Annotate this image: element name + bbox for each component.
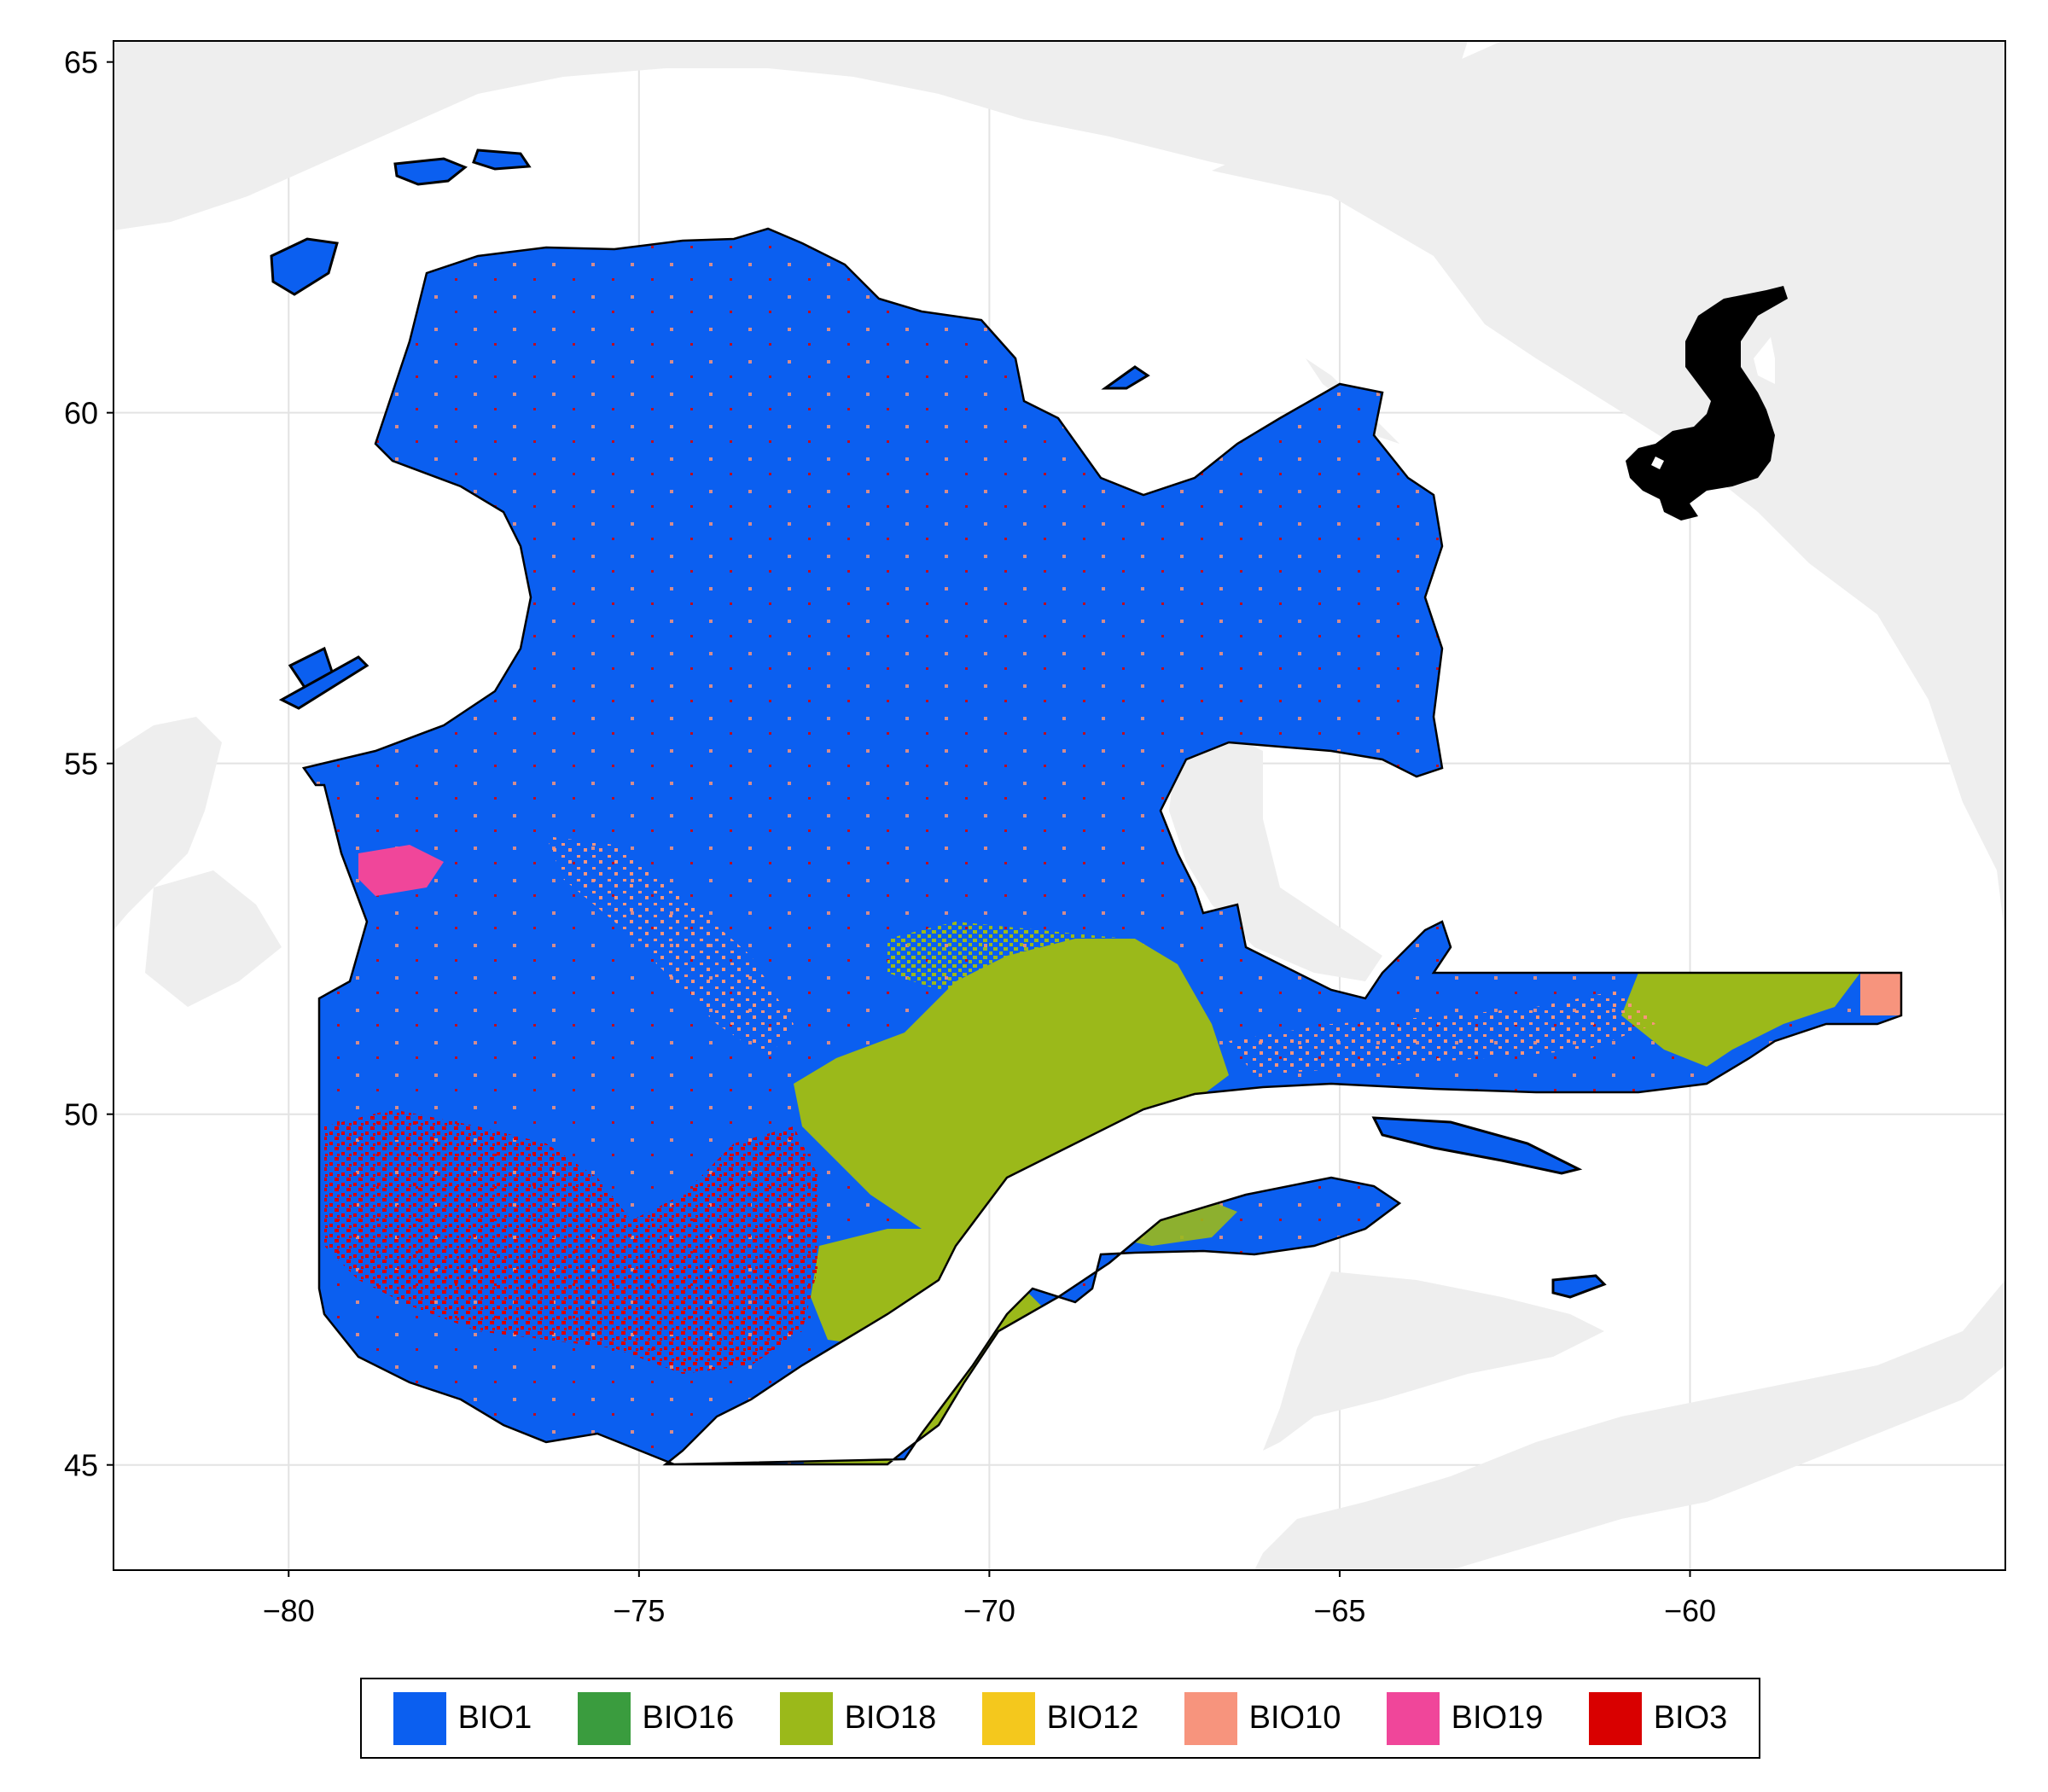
- legend-label-bio1: BIO1: [457, 1700, 532, 1736]
- legend-swatch-bio1: [393, 1691, 446, 1745]
- plot-frame: [113, 40, 2006, 1571]
- legend-swatch-bio3: [1588, 1691, 1642, 1745]
- map-plot: −80 −75 −70 −65 −60 65 60 55 50 45: [64, 40, 2006, 1628]
- x-tick-label: −60: [1664, 1593, 1716, 1628]
- x-tick-label: −75: [613, 1593, 665, 1628]
- legend-swatch-bio16: [577, 1691, 631, 1745]
- legend-label-bio3: BIO3: [1653, 1700, 1728, 1736]
- legend-item-bio16: BIO16: [577, 1691, 735, 1745]
- legend-swatch-bio12: [981, 1691, 1035, 1745]
- y-tick-label: 60: [64, 396, 98, 431]
- y-tick-label: 55: [64, 747, 98, 782]
- legend-item-bio12: BIO12: [981, 1691, 1139, 1745]
- islands: [270, 148, 1607, 1299]
- y-tick-label: 45: [64, 1448, 98, 1483]
- legend-item-bio19: BIO19: [1386, 1691, 1544, 1745]
- y-tick-label: 65: [64, 45, 98, 80]
- legend-item-bio3: BIO3: [1588, 1691, 1728, 1745]
- legend-label-bio18: BIO18: [844, 1700, 937, 1736]
- x-tick-label: −80: [263, 1593, 315, 1628]
- legend-item-bio10: BIO10: [1184, 1691, 1341, 1745]
- legend-label-bio16: BIO16: [642, 1700, 735, 1736]
- x-tick-label: −65: [1313, 1593, 1365, 1628]
- y-axis: 65 60 55 50 45: [64, 45, 113, 1483]
- legend-swatch-bio18: [779, 1691, 833, 1745]
- legend-swatch-bio10: [1184, 1691, 1237, 1745]
- legend-label-bio19: BIO19: [1451, 1700, 1544, 1736]
- y-tick-label: 50: [64, 1097, 98, 1132]
- legend-swatch-bio19: [1386, 1691, 1440, 1745]
- x-tick-label: −70: [963, 1593, 1015, 1628]
- skunk-icon: [1626, 286, 1788, 521]
- legend-item-bio1: BIO1: [393, 1691, 532, 1745]
- legend-label-bio12: BIO12: [1046, 1700, 1139, 1736]
- legend-label-bio10: BIO10: [1248, 1700, 1341, 1736]
- legend-item-bio18: BIO18: [779, 1691, 937, 1745]
- x-axis: −80 −75 −70 −65 −60: [263, 1570, 1716, 1628]
- legend: BIO1 BIO16 BIO18 BIO12 BIO10 BIO19 BIO3: [360, 1678, 1760, 1759]
